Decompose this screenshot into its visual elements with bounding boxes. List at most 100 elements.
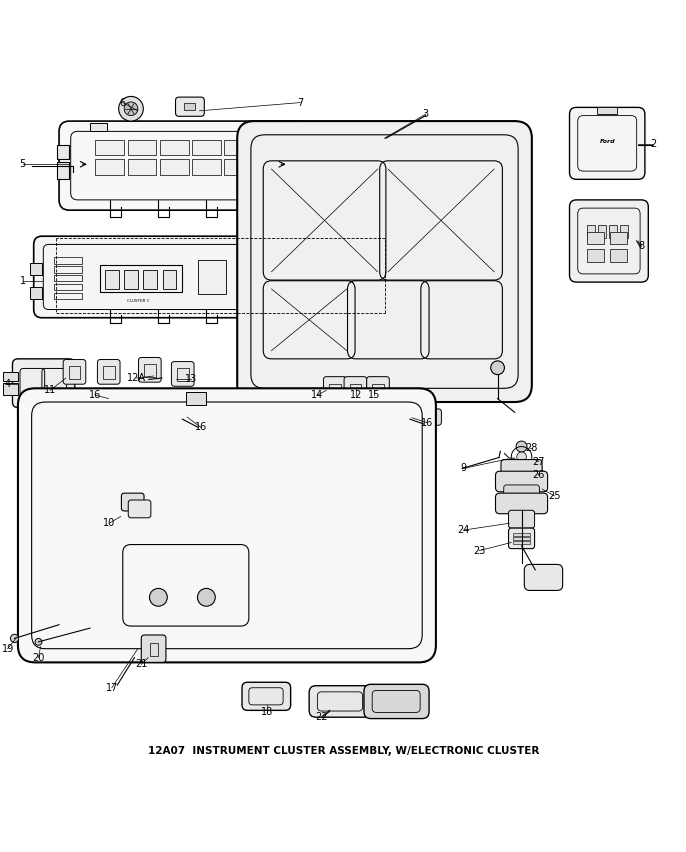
Bar: [224, 141, 253, 155]
FancyBboxPatch shape: [504, 485, 539, 501]
FancyBboxPatch shape: [495, 493, 547, 514]
Bar: [103, 366, 115, 379]
Text: 16: 16: [89, 390, 102, 400]
FancyBboxPatch shape: [12, 359, 75, 407]
Text: 16: 16: [421, 417, 433, 428]
Circle shape: [35, 638, 42, 645]
Text: 25: 25: [548, 491, 560, 501]
FancyBboxPatch shape: [59, 121, 306, 210]
Text: 4: 4: [5, 378, 11, 389]
Text: 14: 14: [311, 390, 324, 400]
Text: 22: 22: [316, 712, 328, 722]
FancyBboxPatch shape: [569, 107, 645, 179]
Bar: [258, 124, 275, 131]
Text: 28: 28: [525, 443, 538, 453]
Bar: [597, 107, 617, 114]
Bar: [177, 368, 189, 381]
FancyBboxPatch shape: [508, 528, 534, 549]
FancyBboxPatch shape: [18, 389, 436, 662]
FancyBboxPatch shape: [344, 377, 367, 401]
Bar: [610, 250, 627, 262]
Bar: [513, 541, 530, 544]
Circle shape: [150, 589, 167, 607]
Text: 5: 5: [20, 159, 26, 170]
Bar: [128, 159, 156, 175]
Bar: [54, 257, 82, 263]
Bar: [54, 267, 82, 273]
Text: 18: 18: [261, 707, 273, 717]
Bar: [163, 270, 176, 289]
FancyBboxPatch shape: [408, 409, 441, 425]
Circle shape: [517, 452, 526, 462]
Text: 13: 13: [185, 374, 198, 384]
FancyBboxPatch shape: [508, 510, 534, 528]
FancyBboxPatch shape: [172, 361, 194, 386]
Bar: [192, 141, 221, 155]
FancyBboxPatch shape: [324, 377, 346, 401]
Bar: [587, 232, 604, 245]
Text: 27: 27: [532, 457, 545, 467]
Bar: [248, 415, 261, 426]
Bar: [372, 383, 384, 396]
Circle shape: [179, 414, 186, 421]
Bar: [95, 159, 124, 175]
Text: 16: 16: [195, 423, 207, 432]
Circle shape: [198, 589, 215, 607]
FancyBboxPatch shape: [256, 389, 318, 438]
FancyBboxPatch shape: [501, 459, 542, 477]
FancyBboxPatch shape: [242, 682, 291, 711]
Text: 10: 10: [103, 518, 115, 528]
Text: CLUSTER C: CLUSTER C: [126, 299, 149, 303]
Bar: [54, 293, 82, 299]
Bar: [329, 383, 341, 396]
Bar: [54, 285, 82, 291]
Text: 6: 6: [120, 98, 126, 107]
FancyBboxPatch shape: [97, 360, 120, 384]
Bar: [100, 265, 182, 292]
FancyBboxPatch shape: [141, 635, 166, 662]
Bar: [289, 263, 301, 275]
Text: 3: 3: [423, 109, 429, 119]
Bar: [105, 270, 119, 289]
Text: 24: 24: [457, 525, 469, 535]
FancyBboxPatch shape: [124, 400, 157, 417]
Circle shape: [405, 414, 412, 421]
FancyBboxPatch shape: [139, 358, 161, 383]
Text: 2: 2: [650, 139, 657, 149]
Bar: [198, 260, 226, 295]
Bar: [57, 145, 69, 158]
Text: 11: 11: [44, 385, 56, 395]
Bar: [296, 162, 308, 179]
Bar: [150, 643, 158, 655]
Text: 12A07  INSTRUMENT CLUSTER ASSEMBLY, W/ELECTRONIC CLUSTER: 12A07 INSTRUMENT CLUSTER ASSEMBLY, W/ELE…: [147, 746, 539, 757]
Text: 19: 19: [1, 644, 14, 653]
Bar: [160, 141, 189, 155]
Bar: [192, 159, 221, 175]
Bar: [248, 403, 261, 414]
FancyBboxPatch shape: [121, 493, 144, 511]
FancyBboxPatch shape: [34, 236, 297, 318]
Bar: [224, 159, 253, 175]
Text: 17: 17: [106, 682, 118, 693]
Bar: [54, 275, 82, 281]
Bar: [57, 162, 69, 179]
Bar: [610, 232, 627, 245]
FancyBboxPatch shape: [309, 686, 371, 717]
Text: 7: 7: [297, 98, 303, 107]
Bar: [90, 124, 107, 131]
Circle shape: [10, 634, 19, 642]
Bar: [350, 383, 362, 396]
Circle shape: [490, 361, 504, 375]
Bar: [3, 383, 18, 395]
Bar: [69, 366, 80, 379]
FancyBboxPatch shape: [495, 471, 547, 492]
FancyBboxPatch shape: [367, 377, 390, 401]
Bar: [513, 532, 530, 536]
FancyBboxPatch shape: [63, 360, 86, 384]
Text: 26: 26: [532, 470, 545, 481]
Circle shape: [124, 102, 138, 116]
Bar: [29, 287, 42, 299]
Bar: [143, 270, 157, 289]
Text: Ford: Ford: [600, 139, 615, 144]
Bar: [185, 103, 196, 110]
